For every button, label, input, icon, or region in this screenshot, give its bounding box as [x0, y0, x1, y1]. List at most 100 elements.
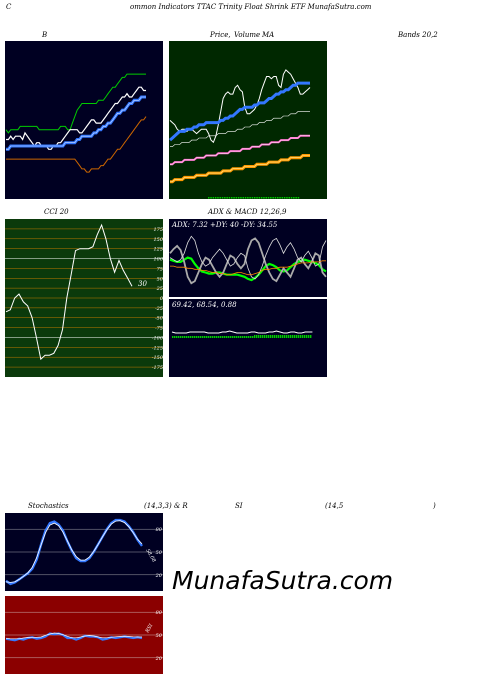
- stoch-d-line: [5, 520, 143, 583]
- adx-series-orange: [170, 260, 326, 276]
- rsi-panel: 80 50 20 RSI: [4, 595, 164, 675]
- cci-tick-label: -150: [152, 355, 164, 361]
- bollinger-middle-highlight: [6, 96, 146, 150]
- macd-histogram-bar: [192, 336, 194, 338]
- macd-histogram-bar: [290, 335, 292, 338]
- macd-histogram-bar: [276, 335, 278, 338]
- volume-bar: [212, 197, 215, 199]
- ma-mid-line: [170, 111, 310, 147]
- cci-tick-label: 75: [157, 266, 163, 272]
- volume-bar: [240, 197, 242, 199]
- macd-histogram-bar: [274, 335, 276, 338]
- volume-bar: [228, 197, 231, 199]
- bollinger-price-line: [6, 86, 146, 150]
- cci-tick-label: -50: [155, 316, 164, 322]
- macd-line: [171, 330, 313, 334]
- volume-bar: [279, 197, 281, 199]
- rsi-chart: 80 50 20 RSI: [4, 595, 164, 675]
- watermark: MunafaSutra.com: [172, 566, 394, 595]
- cci-tick-label: 150: [153, 237, 163, 243]
- volume-bar: [277, 197, 279, 199]
- volume-bar: [281, 197, 284, 199]
- macd-histogram-bar: [204, 336, 206, 338]
- cci-line: [5, 223, 133, 361]
- price-line: [169, 69, 311, 144]
- macd-histogram-bar: [206, 336, 208, 338]
- macd-histogram-bar: [232, 336, 234, 338]
- volume-bar: [293, 197, 295, 199]
- macd-histogram-bar: [254, 335, 256, 338]
- macd-histogram-bar: [288, 335, 290, 338]
- cci-tick-label: 100: [153, 257, 163, 263]
- volume-bar: [272, 197, 274, 199]
- volume-bar: [249, 197, 251, 199]
- price-ma-chart: [168, 40, 328, 200]
- macd-histogram-bar: [300, 335, 302, 338]
- adx-macd-title: ADX & MACD 12,26,9: [208, 208, 287, 216]
- macd-histogram-bar: [294, 335, 296, 338]
- volume-bar: [295, 197, 297, 199]
- stoch-label: Stochastics: [28, 502, 69, 510]
- macd-histogram-bar: [268, 335, 270, 338]
- stochastics-panel: 80 50 20 58.08: [4, 512, 164, 592]
- volume-bar: [208, 197, 210, 199]
- cci-tick-label: -100: [152, 335, 164, 341]
- cci-tick-label: -75: [155, 326, 163, 332]
- macd-histogram-bar: [236, 336, 238, 338]
- bollinger-chart: [4, 40, 164, 200]
- adx-title: ADX: 7.32 +DY: 40 -DY: 34.55: [171, 221, 278, 229]
- adx-series-adx: [169, 256, 327, 282]
- macd-histogram-bar: [216, 336, 218, 338]
- rsi-tick-label: 50: [156, 633, 163, 639]
- rsi-params-label: (14,5: [325, 502, 344, 510]
- adx-panel: ADX: 7.32 +DY: 40 -DY: 34.55: [168, 218, 328, 298]
- macd-histogram-bar: [186, 336, 188, 338]
- macd-title: 69.42, 68.54, 0.88: [172, 301, 237, 309]
- macd-histogram-bar: [248, 336, 250, 338]
- macd-histogram-bar: [194, 336, 196, 338]
- cci-tick-label: 175: [153, 227, 163, 233]
- macd-histogram-bar: [304, 335, 306, 338]
- volume-bar: [242, 197, 244, 199]
- rsi-value-label: RSI: [144, 622, 155, 635]
- rsi-label-a: SI: [235, 502, 243, 510]
- cci-title: CCI 20: [44, 208, 69, 216]
- macd-histogram-bar: [226, 336, 228, 338]
- macd-histogram-bar: [256, 335, 258, 338]
- volume-label: Volume: [234, 31, 261, 39]
- macd-histogram-bar: [284, 335, 286, 338]
- volume-bar: [274, 197, 277, 199]
- volume-bar: [217, 197, 219, 199]
- macd-histogram-bar: [302, 335, 304, 338]
- rsi-line: [5, 632, 143, 642]
- rsi-tick-label: 20: [155, 656, 163, 662]
- cci-tick-label: 50: [157, 276, 164, 282]
- volume-bar: [267, 197, 270, 199]
- macd-histogram-bar: [222, 336, 224, 338]
- volume-bar: [263, 197, 265, 199]
- stoch-tick-label: 50: [156, 550, 163, 556]
- volume-bar: [254, 197, 256, 199]
- ma-short-line: [169, 81, 310, 142]
- adx-series-plusdy: [169, 237, 327, 285]
- volume-bar: [270, 197, 272, 199]
- macd-histogram-bar: [228, 336, 230, 338]
- bollinger-lower-line: [6, 116, 147, 173]
- cci-chart: 175 150 125 100 75 50 25 0 -25 -50 -75 -100 -125 -150…: [4, 218, 164, 378]
- ma-long-highlight: [170, 135, 310, 165]
- volume-bar: [221, 197, 224, 199]
- volume-bar: [219, 197, 221, 199]
- volume-bar: [224, 197, 226, 199]
- macd-histogram-bar: [242, 336, 244, 338]
- macd-histogram-bar: [220, 336, 222, 338]
- cci-tick-label: 125: [153, 247, 163, 253]
- adx-chart: ADX: 7.32 +DY: 40 -DY: 34.55: [168, 218, 328, 298]
- rsi-close-label: ): [433, 502, 436, 510]
- macd-histogram-bar: [298, 335, 300, 338]
- rsi-signal-line: [5, 632, 142, 640]
- volume-bar: [235, 197, 238, 199]
- macd-chart: 69.42, 68.54, 0.88: [168, 298, 328, 378]
- volume-bar: [214, 197, 217, 199]
- macd-histogram-bar: [184, 336, 186, 338]
